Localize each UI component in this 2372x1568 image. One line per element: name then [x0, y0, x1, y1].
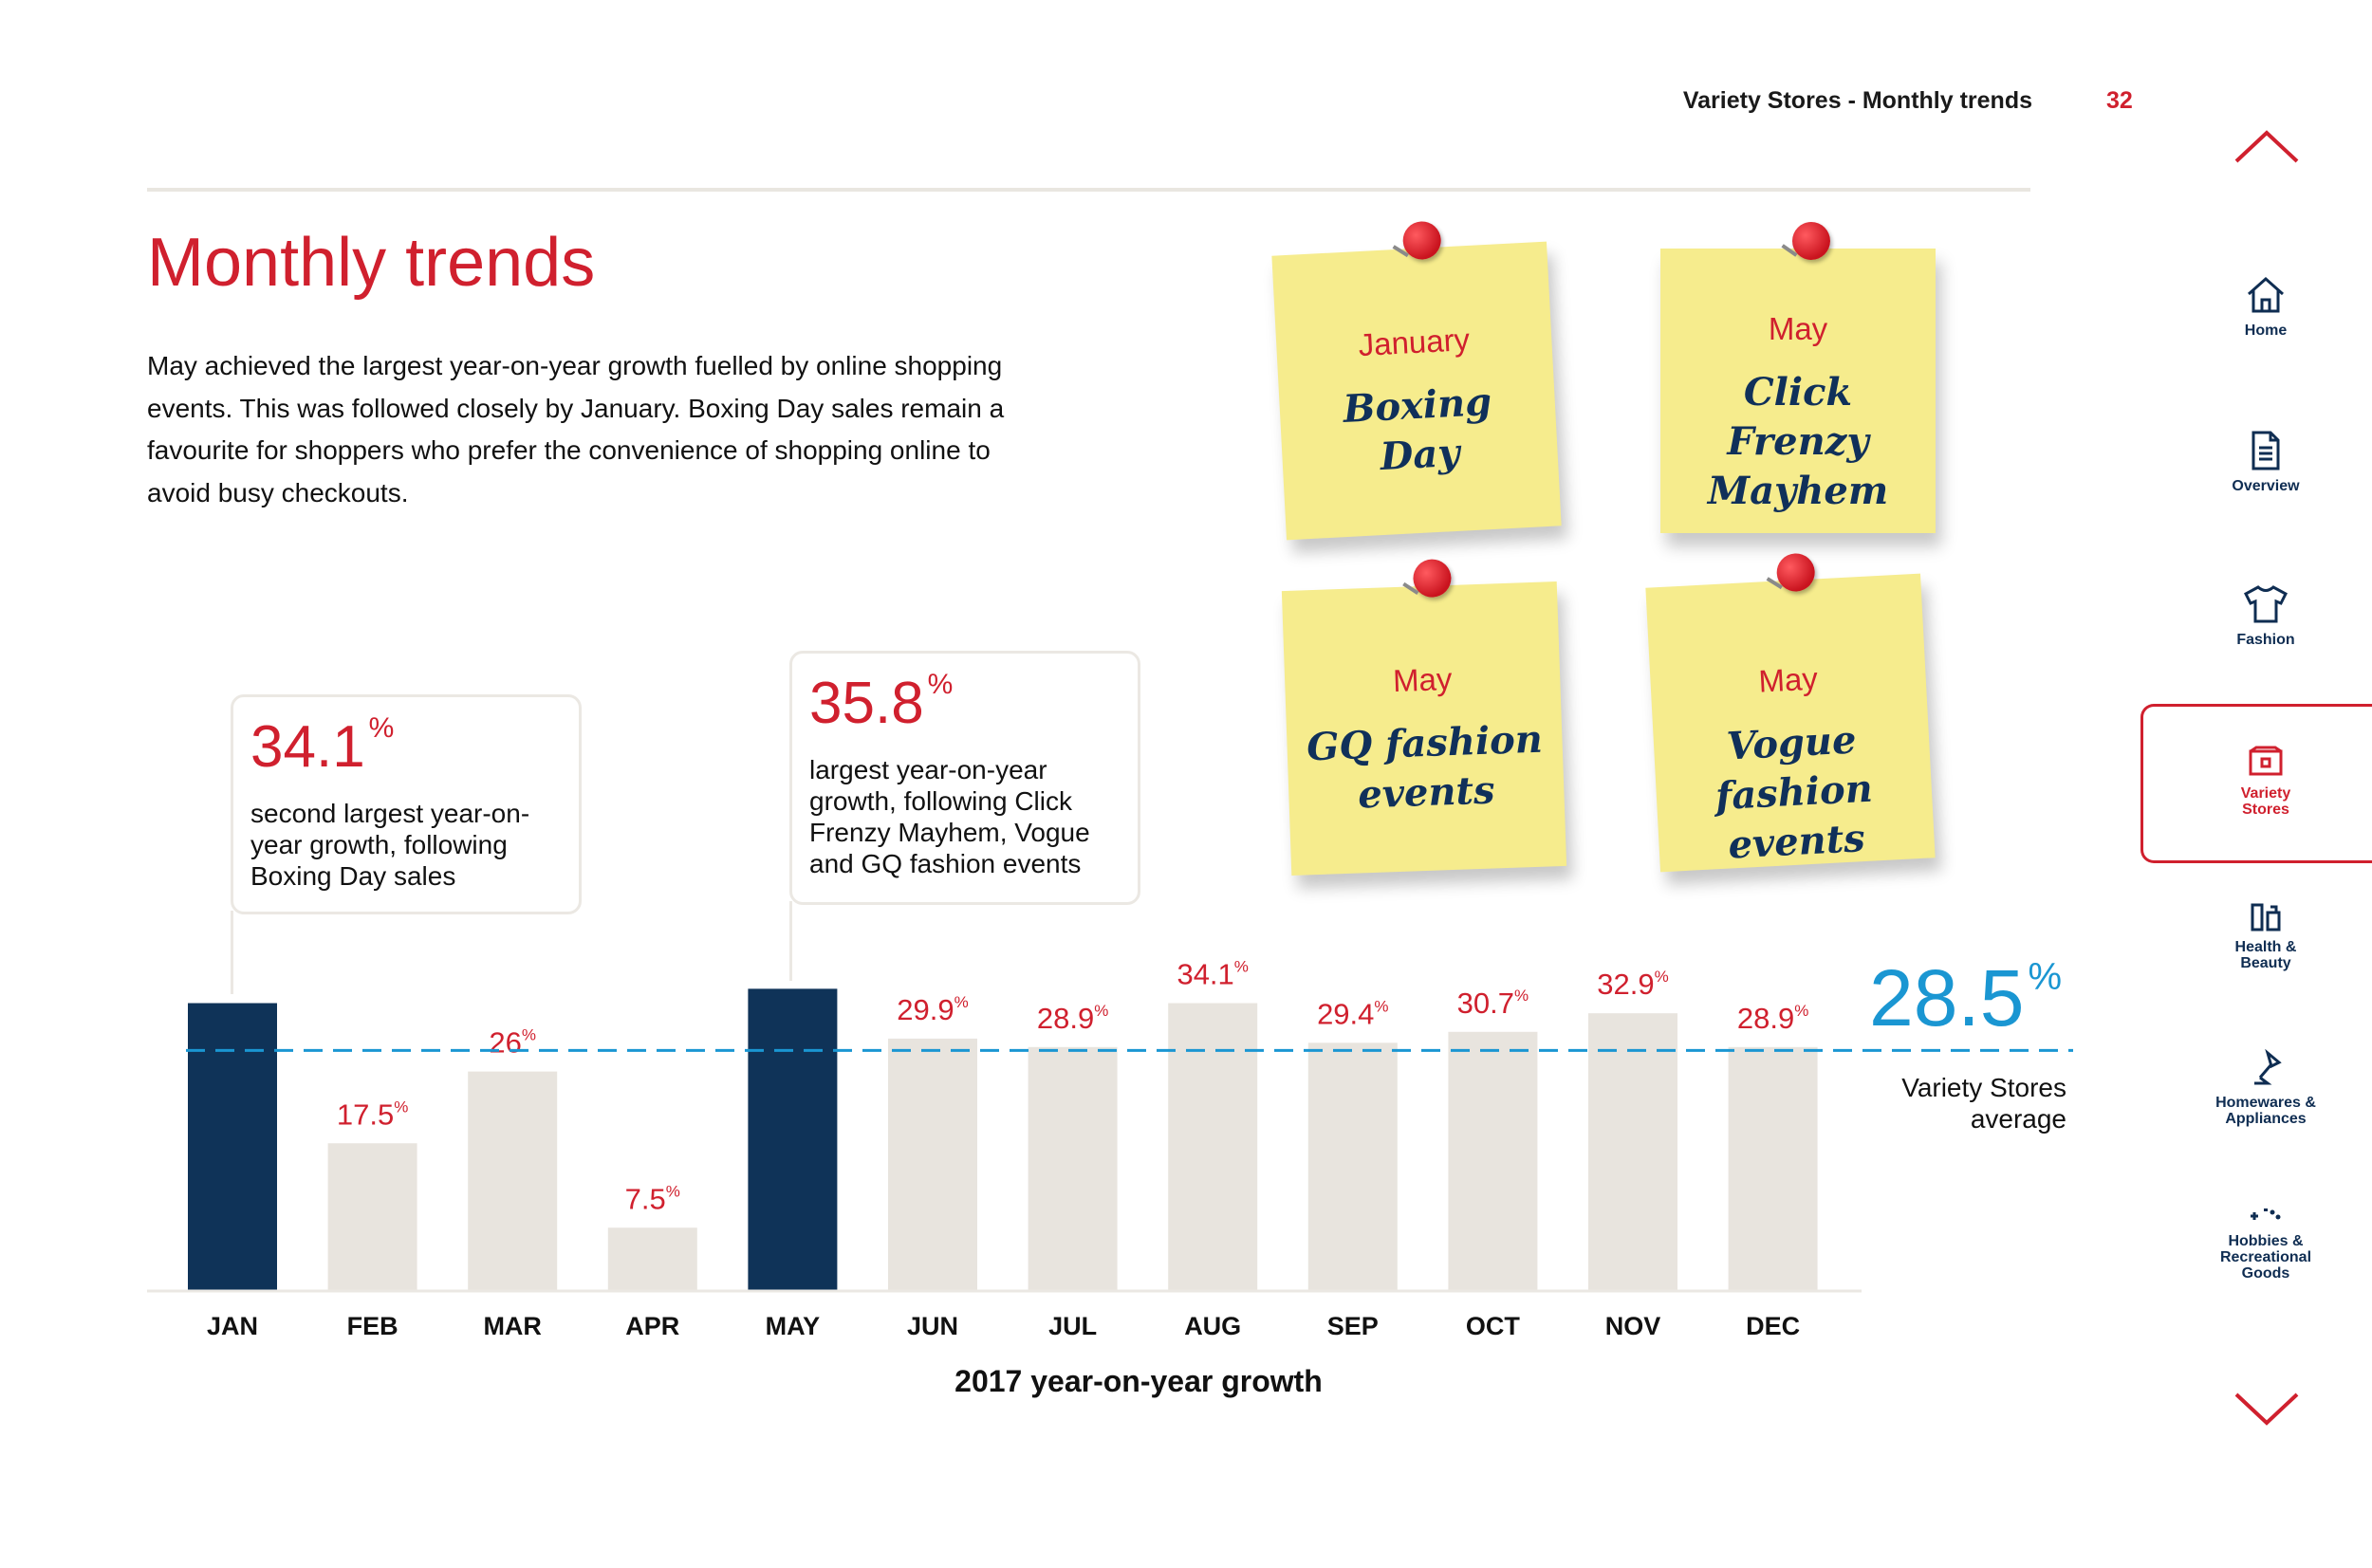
document-icon: [2252, 431, 2280, 470]
pushpin-icon: [1792, 222, 1830, 260]
bar-dec: [1728, 1046, 1818, 1291]
x-tick-label: APR: [625, 1312, 679, 1340]
callout-unit: %: [927, 669, 954, 700]
bar-feb: [327, 1143, 417, 1291]
header-divider: [147, 188, 2030, 192]
bar-mar: [468, 1071, 558, 1291]
data-label: 28.9%: [1037, 1002, 1108, 1035]
nav-active-indicator: [2140, 704, 2372, 863]
data-label: 28.9%: [1737, 1002, 1808, 1035]
data-label: 29.9%: [897, 993, 968, 1026]
sticky-note-may-click-frenzy: May Click Frenzy Mayhem: [1660, 222, 1936, 533]
bar-nov: [1588, 1013, 1677, 1291]
x-tick-label: AUG: [1184, 1312, 1241, 1340]
intro-paragraph: May achieved the largest year-on-year gr…: [147, 351, 1005, 507]
callout-may: 35.8% largest year-on-year growth, follo…: [789, 651, 1140, 905]
page-title: Monthly trends: [147, 225, 596, 301]
nav-label: Homewares & Appliances: [2215, 1095, 2316, 1127]
note-event: Click Frenzy Mayhem: [1707, 370, 1889, 513]
nav-label: Health & Beauty: [2234, 939, 2297, 971]
x-tick-label: SEP: [1327, 1312, 1379, 1340]
chevron-down-icon[interactable]: [2233, 1391, 2300, 1429]
nav-home[interactable]: Home: [2142, 275, 2372, 339]
bar-sep: [1307, 1042, 1398, 1291]
callout-jan: 34.1% second largest year-on-year growth…: [231, 694, 582, 914]
x-axis-title: 2017 year-on-year growth: [954, 1364, 1323, 1398]
data-label: 17.5%: [337, 1098, 408, 1131]
x-tick-label: FEB: [347, 1312, 398, 1340]
nav-hobbies-recreational[interactable]: Hobbies & Recreational Goods: [2142, 1205, 2372, 1282]
nav-label: Overview: [2232, 478, 2300, 494]
x-tick-label: MAY: [766, 1312, 821, 1340]
nav-label: Variety Stores: [2240, 785, 2291, 818]
callout-text: second largest year-on-year growth, foll…: [250, 799, 530, 891]
x-tick-label: JUN: [907, 1312, 958, 1340]
bar-apr: [607, 1227, 697, 1291]
x-tick-label: JAN: [207, 1312, 258, 1340]
callout-value: 34.1: [250, 714, 365, 780]
data-label: 29.4%: [1317, 997, 1388, 1030]
nav-fashion[interactable]: Fashion: [2142, 584, 2372, 648]
average-value: 28.5%: [1869, 953, 2063, 1042]
x-tick-label: NOV: [1605, 1312, 1661, 1340]
storefront-icon: [2249, 746, 2283, 776]
x-tick-label: MAR: [483, 1312, 542, 1340]
x-tick-label: OCT: [1466, 1312, 1521, 1340]
nav-label: Fashion: [2236, 632, 2295, 648]
tshirt-icon: [2244, 585, 2288, 623]
nav-overview[interactable]: Overview: [2142, 431, 2372, 494]
average-unit: %: [2028, 956, 2063, 998]
nav-health-beauty[interactable]: Health & Beauty: [2142, 901, 2372, 971]
chevron-up-icon[interactable]: [2233, 127, 2300, 165]
nav-label: Home: [2244, 323, 2288, 339]
callout-value: 35.8: [809, 671, 924, 736]
bar-may: [748, 988, 838, 1291]
data-label: 34.1%: [1177, 958, 1248, 991]
data-label: 30.7%: [1457, 987, 1529, 1020]
gamepad-icon: [2251, 1208, 2281, 1220]
header-section-title: Variety Stores - Monthly trends: [1682, 87, 2032, 114]
bar-jul: [1028, 1046, 1118, 1291]
nav-homewares-appliances[interactable]: Homewares & Appliances: [2142, 1049, 2372, 1127]
bottles-icon: [2251, 903, 2281, 932]
bar-aug: [1168, 1003, 1258, 1291]
callout-connector-may: [789, 901, 792, 981]
callout-text: largest year-on-year growth, following C…: [809, 755, 1090, 878]
bar-jun: [888, 1038, 977, 1291]
page-number: 32: [2106, 87, 2133, 114]
nav-label: Hobbies & Recreational Goods: [2219, 1233, 2312, 1282]
data-label: 26%: [489, 1026, 536, 1060]
x-tick-label: JUL: [1048, 1312, 1097, 1340]
home-icon: [2248, 276, 2284, 313]
data-label: 32.9%: [1597, 968, 1668, 1001]
callout-unit: %: [368, 712, 395, 744]
average-label: Variety Stores average: [1901, 1073, 2066, 1134]
nav-variety-stores[interactable]: Variety Stores: [2142, 746, 2372, 818]
note-month: May: [1768, 311, 1828, 346]
lamp-icon: [2254, 1049, 2282, 1085]
data-label: 7.5%: [625, 1182, 680, 1215]
bar-jan: [188, 1003, 277, 1291]
callout-connector-jan: [231, 911, 233, 994]
bar-oct: [1448, 1031, 1538, 1291]
x-tick-label: DEC: [1746, 1312, 1800, 1340]
